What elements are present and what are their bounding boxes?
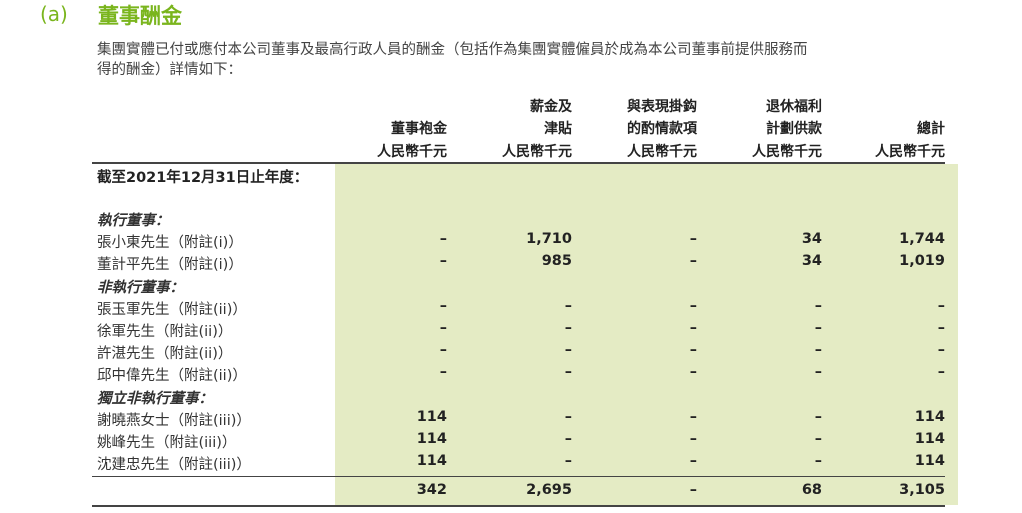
column-header-unit: 人民幣千元 bbox=[875, 144, 945, 160]
column-header-line2: 總計 bbox=[917, 121, 945, 137]
total-cell: 2,695 bbox=[526, 482, 572, 498]
intro-line-2: 得的酬金）詳情如下： bbox=[97, 62, 242, 78]
table-cell: – bbox=[814, 364, 822, 381]
column-header-unit: 人民幣千元 bbox=[752, 144, 822, 160]
table-cell: 114 bbox=[914, 431, 945, 447]
table-cell: 114 bbox=[416, 431, 447, 447]
row-label: 董計平先生（附註(i)） bbox=[97, 257, 243, 274]
table-cell: 34 bbox=[801, 231, 822, 248]
table-cell: – bbox=[814, 342, 822, 359]
table-cell: – bbox=[564, 431, 572, 447]
table-cell: 1,744 bbox=[899, 231, 945, 248]
table-cell: – bbox=[937, 320, 945, 336]
row-label: 邱中偉先生（附註(ii)） bbox=[97, 368, 247, 385]
column-header-line1: 退休福利 bbox=[766, 99, 822, 115]
table-cell: – bbox=[439, 364, 447, 381]
table-cell: – bbox=[689, 342, 697, 359]
table-cell: – bbox=[814, 408, 822, 425]
table-cell: – bbox=[937, 342, 945, 359]
column-header-unit: 人民幣千元 bbox=[377, 144, 447, 160]
row-label: 張玉軍先生（附註(ii)） bbox=[97, 301, 247, 318]
table-cell: – bbox=[937, 364, 945, 381]
total-rule bbox=[92, 505, 945, 507]
table-cell: – bbox=[439, 320, 447, 336]
table-cell: – bbox=[564, 342, 572, 359]
table-cell: 985 bbox=[541, 253, 572, 270]
column-header-unit: 人民幣千元 bbox=[627, 144, 697, 160]
column-header-line1: 薪金及 bbox=[530, 99, 572, 115]
total-cell: 342 bbox=[416, 482, 447, 498]
row-label: 姚峰先生（附註(iii)） bbox=[97, 435, 237, 451]
table-cell: 34 bbox=[801, 253, 822, 270]
table-cell: – bbox=[689, 253, 697, 270]
table-cell: 114 bbox=[416, 453, 447, 470]
table-cell: – bbox=[689, 453, 697, 470]
table-cell: – bbox=[564, 408, 572, 425]
table-cell: – bbox=[439, 231, 447, 248]
table-cell: – bbox=[439, 297, 447, 314]
row-label: 許湛先生（附註(ii)） bbox=[97, 346, 233, 363]
table-cell: – bbox=[689, 320, 697, 336]
period-label: 截至2021年12月31日止年度： bbox=[97, 170, 309, 186]
total-cell: 68 bbox=[801, 482, 822, 498]
table-cell: – bbox=[814, 431, 822, 447]
section-label: (a) bbox=[40, 2, 68, 26]
table-cell: – bbox=[937, 297, 945, 314]
table-cell: – bbox=[564, 297, 572, 314]
table-cell: – bbox=[439, 253, 447, 270]
table-cell: 114 bbox=[914, 453, 945, 470]
column-header-line2: 津貼 bbox=[544, 121, 572, 137]
table-cell: 1,710 bbox=[526, 231, 572, 248]
total-cell: – bbox=[689, 482, 697, 498]
column-header-line1: 與表現掛鈎 bbox=[627, 99, 697, 115]
group-heading: 非執行董事： bbox=[97, 279, 184, 296]
subtotal-rule bbox=[92, 476, 945, 477]
group-heading: 執行董事： bbox=[97, 213, 170, 229]
column-header-unit: 人民幣千元 bbox=[502, 144, 572, 160]
table-cell: – bbox=[814, 320, 822, 336]
header-rule bbox=[92, 162, 945, 164]
total-cell: 3,105 bbox=[899, 482, 945, 498]
table-cell: – bbox=[689, 431, 697, 447]
table-cell: – bbox=[814, 453, 822, 470]
table-cell: – bbox=[564, 320, 572, 336]
row-label: 張小東先生（附註(i)） bbox=[97, 235, 243, 252]
table-cell: – bbox=[689, 408, 697, 425]
row-label: 沈建忠先生（附註(iii)） bbox=[97, 457, 251, 474]
column-header-line2: 董事袍金 bbox=[391, 121, 447, 137]
table-cell: – bbox=[689, 231, 697, 248]
table-cell: 1,019 bbox=[899, 253, 945, 270]
column-header-line2: 的酌情款項 bbox=[627, 121, 697, 137]
table-cell: – bbox=[689, 364, 697, 381]
group-heading: 獨立非執行董事： bbox=[97, 390, 213, 407]
highlight-band bbox=[335, 164, 958, 505]
row-label: 謝曉燕女士（附註(iii)） bbox=[97, 412, 251, 429]
intro-line-1: 集團實體已付或應付本公司董事及最高行政人員的酬金（包括作為集團實體僱員於成為本公… bbox=[97, 42, 808, 58]
section-title: 董事酬金 bbox=[98, 4, 182, 28]
table-cell: 114 bbox=[416, 408, 447, 425]
table-cell: – bbox=[814, 297, 822, 314]
table-cell: – bbox=[689, 297, 697, 314]
row-label: 徐軍先生（附註(ii)） bbox=[97, 324, 233, 340]
table-cell: 114 bbox=[914, 408, 945, 425]
table-cell: – bbox=[564, 364, 572, 381]
table-cell: – bbox=[439, 342, 447, 359]
table-cell: – bbox=[564, 453, 572, 470]
column-header-line2: 計劃供款 bbox=[766, 121, 822, 137]
